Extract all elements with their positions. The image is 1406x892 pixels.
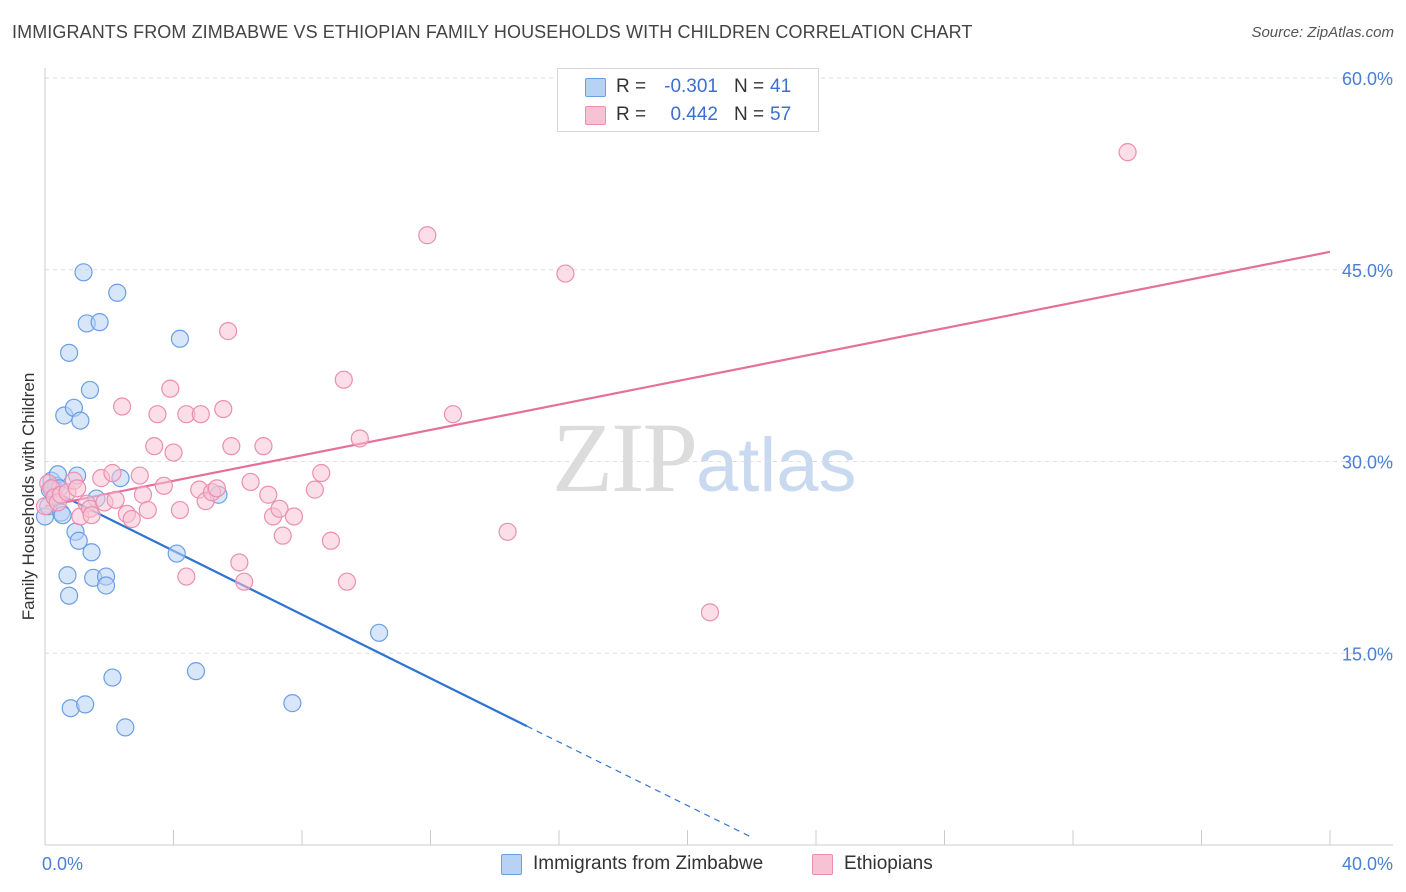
zimbabwe-trendline	[44, 486, 528, 728]
ethiopian-point	[273, 526, 292, 545]
ethiopian-point	[170, 500, 190, 520]
ethiopian-point	[148, 405, 167, 424]
bottom-legend-swatch-pink	[812, 854, 833, 875]
ethiopian-point	[498, 522, 517, 541]
watermark: ZIPatlas	[552, 400, 857, 515]
ethiopian-point	[418, 226, 437, 245]
legend-r-label: R =	[616, 76, 647, 97]
zimbabwe-point	[170, 329, 190, 348]
y-axis-label: Family Households with Children	[19, 373, 38, 621]
trendlines	[44, 250, 1331, 838]
legend-n-label: N =	[734, 104, 765, 125]
legend-r-value: -0.301	[664, 76, 718, 97]
source-label: Source: ZipAtlas.com	[1251, 24, 1394, 41]
ethiopian-point	[130, 466, 149, 485]
zimbabwe-point	[103, 668, 122, 687]
ethiopian-point	[177, 567, 196, 586]
legend-r-label: R =	[616, 104, 647, 125]
y-tick-label: 60.0%	[1342, 69, 1393, 89]
ethiopian-point	[1118, 143, 1137, 162]
stats-legend: R = -0.301 N = 41 R = 0.442 N = 57	[557, 68, 819, 132]
axes	[44, 68, 1393, 846]
y-tick-label: 30.0%	[1342, 453, 1393, 473]
watermark-zip: ZIP	[552, 402, 698, 513]
ethiopian-point	[164, 443, 183, 462]
ethiopian-point	[82, 506, 101, 525]
ethiopian-point	[207, 479, 226, 498]
ethiopian-point	[270, 499, 289, 518]
ethiopian-point	[230, 553, 249, 572]
zimbabwe-point	[116, 718, 135, 737]
zimbabwe-point	[167, 544, 186, 563]
ethiopian-trendline	[44, 250, 1331, 508]
chart-title: IMMIGRANTS FROM ZIMBABWE VS ETHIOPIAN FA…	[12, 22, 973, 42]
zimbabwe-point	[59, 343, 79, 362]
ethiopian-point	[154, 476, 173, 495]
zimbabwe-point	[80, 380, 100, 400]
zimbabwe-point	[90, 313, 109, 332]
y-tick-label: 15.0%	[1342, 644, 1393, 664]
ethiopian-point	[214, 399, 233, 419]
ethiopian-point	[334, 370, 353, 389]
ethiopian-point	[145, 437, 164, 456]
bottom-legend-swatch-blue	[501, 854, 522, 875]
tick-labels: 15.0% 30.0% 45.0% 60.0% 0.0% 40.0% Family Hous…	[19, 69, 1393, 874]
ethiopian-point	[337, 572, 357, 591]
zimbabwe-trendline-extension	[526, 725, 753, 838]
legend-swatch-pink	[585, 106, 606, 125]
ethiopian-point	[321, 531, 341, 550]
ethiopian-point	[259, 485, 278, 504]
ethiopian-point	[305, 480, 324, 499]
ethiopian-point	[161, 379, 180, 398]
legend-n-value: 41	[770, 76, 792, 97]
zimbabwe-point	[186, 662, 206, 681]
y-tick-label: 45.0%	[1342, 261, 1393, 281]
ethiopian-point	[219, 322, 238, 341]
legend-n-value: 57	[770, 104, 792, 125]
zimbabwe-point	[283, 694, 302, 713]
ethiopian-point	[138, 500, 157, 520]
zimbabwe-point	[59, 586, 79, 605]
bottom-legend-label: Immigrants from Zimbabwe	[533, 853, 764, 874]
ethiopian-point	[235, 572, 254, 591]
ethiopian-point	[103, 463, 122, 483]
ethiopian-point	[106, 490, 125, 509]
data-points	[35, 143, 1137, 737]
zimbabwe-point	[58, 566, 77, 585]
ethiopian-point	[350, 429, 369, 448]
ethiopian-point	[284, 507, 304, 526]
ethiopian-point	[443, 405, 463, 424]
zimbabwe-point	[96, 576, 116, 595]
zimbabwe-point	[69, 531, 88, 550]
legend-row-zimbabwe: R = -0.301 N = 41	[558, 73, 818, 101]
zimbabwe-point	[76, 695, 95, 714]
ethiopian-point	[68, 479, 87, 498]
watermark-atlas: atlas	[696, 423, 857, 508]
zimbabwe-point	[370, 623, 389, 642]
zimbabwe-point	[71, 411, 90, 430]
ethiopian-point	[133, 485, 153, 504]
ethiopian-point	[241, 472, 260, 492]
zimbabwe-point	[108, 283, 127, 302]
ethiopian-point	[222, 437, 241, 456]
zimbabwe-point	[82, 543, 101, 562]
legend-swatch-blue	[585, 78, 606, 97]
ethiopian-point	[254, 437, 273, 456]
x-tick-label: 40.0%	[1342, 854, 1393, 874]
ethiopian-point	[122, 509, 141, 529]
bottom-legend-label: Ethiopians	[844, 853, 933, 874]
ethiopian-point	[312, 463, 331, 483]
ethiopian-point	[191, 405, 210, 424]
zimbabwe-point	[74, 263, 93, 282]
legend-r-value: 0.442	[670, 104, 718, 125]
legend-row-ethiopians: R = 0.442 N = 57	[558, 101, 818, 129]
legend-n-label: N =	[734, 76, 765, 97]
x-tick-label: 0.0%	[42, 854, 83, 874]
ethiopian-point	[112, 397, 132, 416]
ethiopian-point	[556, 264, 575, 283]
ethiopian-point	[700, 603, 720, 622]
